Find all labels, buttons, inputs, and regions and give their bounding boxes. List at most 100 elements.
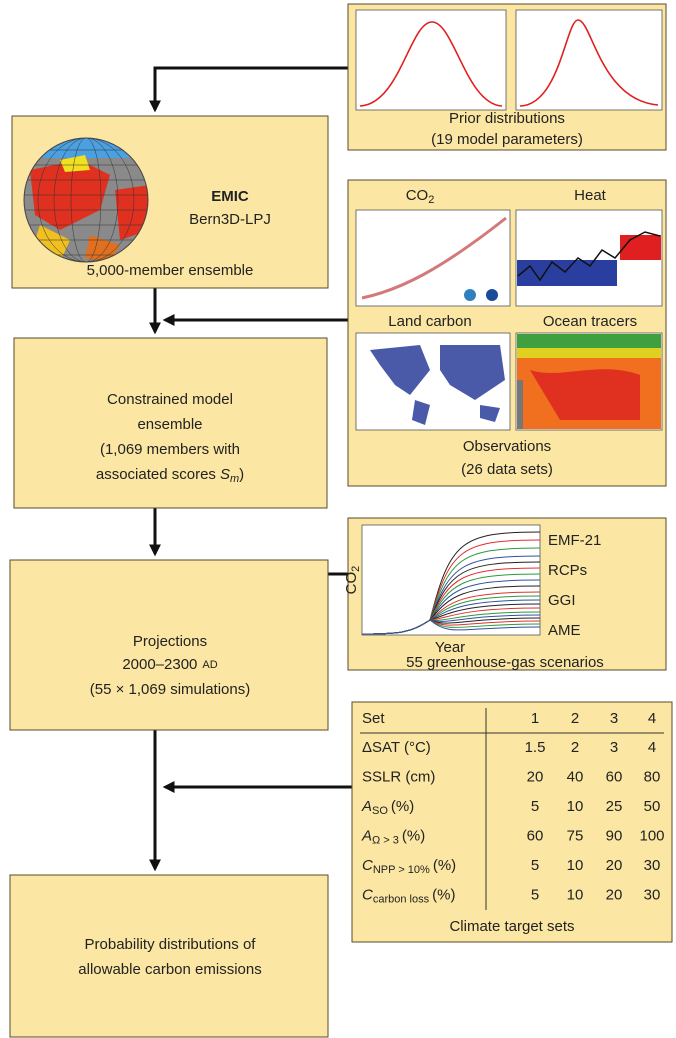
cell: 2 <box>571 739 579 756</box>
cell: 30 <box>644 886 661 903</box>
unit: (%) <box>433 857 456 874</box>
label: C <box>362 886 373 903</box>
legend-label: AME <box>548 622 581 639</box>
cell: 20 <box>606 886 623 903</box>
row-label: ΔSAT (°C) <box>362 739 431 756</box>
panel-label: Land carbon <box>388 313 471 330</box>
header-cell: 1 <box>531 710 539 727</box>
caption: 55 greenhouse-gas scenarios <box>406 654 604 671</box>
cell: 30 <box>644 857 661 874</box>
emic-box: EMIC Bern3D-LPJ 5,000-member ensemble <box>12 116 328 288</box>
cell: 4 <box>648 739 656 756</box>
y-label: CO2 <box>343 566 362 595</box>
targets-box: Climate target sets Set 1 2 3 4 ΔSAT (°C) 1.5 2… <box>352 702 672 942</box>
subscript: SO <box>372 805 388 817</box>
subscript: carbon loss <box>373 893 430 905</box>
title: Projections <box>133 633 207 650</box>
observations-box: CO2 Heat Land carbon Ocean tracers Obser… <box>348 180 666 486</box>
constrained-box: Constrained model ensemble (1,069 member… <box>14 338 327 508</box>
label: A <box>361 827 372 844</box>
plot <box>516 10 662 110</box>
cell: 20 <box>606 857 623 874</box>
label: associated scores <box>96 466 216 483</box>
row-label: SSLR (cm) <box>362 768 435 785</box>
projections-box: Projections 2000–2300 AD (55 × 1,069 simu… <box>10 560 328 730</box>
years: 2000–2300 <box>122 656 197 673</box>
cell: 40 <box>567 768 584 785</box>
cell: 10 <box>567 857 584 874</box>
era: AD <box>202 659 217 671</box>
label: ΔSAT (°C) <box>362 739 431 756</box>
ensemble: 5,000-member ensemble <box>87 262 254 279</box>
plot <box>356 10 506 110</box>
label: C <box>362 857 373 874</box>
cell: 5 <box>531 798 539 815</box>
title: Prior distributions <box>449 110 565 127</box>
logo <box>464 289 476 301</box>
fill <box>517 380 523 429</box>
scenarios-box: CO2 Year 55 greenhouse-gas scenarios EMF… <box>343 518 666 671</box>
cell: 100 <box>639 827 664 844</box>
subscript: NPP > 10% <box>373 864 430 876</box>
label: A <box>361 798 372 815</box>
arrow <box>155 68 348 110</box>
unit: (%) <box>391 798 414 815</box>
cell: 50 <box>644 798 661 815</box>
subscript: 2 <box>350 566 362 572</box>
runs: (55 × 1,069 simulations) <box>90 681 251 698</box>
label: CO <box>343 572 360 595</box>
box <box>10 875 328 1037</box>
cell: 75 <box>567 827 584 844</box>
text-line: Probability distributions of <box>85 936 257 953</box>
subtitle: (26 data sets) <box>461 461 553 478</box>
paren: ) <box>239 466 244 483</box>
cell: 10 <box>567 798 584 815</box>
cell: 80 <box>644 768 661 785</box>
subscript: m <box>230 473 239 485</box>
subscript: Ω > 3 <box>372 834 399 846</box>
unit: (%) <box>432 886 455 903</box>
cell: 90 <box>606 827 623 844</box>
prior-box: Prior distributions (19 model parameters… <box>348 4 666 150</box>
panel-label: Heat <box>574 187 607 204</box>
text-line: (1,069 members with <box>100 441 240 458</box>
fill <box>620 235 661 260</box>
diagram: Prior distributions (19 model parameters… <box>0 0 676 1038</box>
model-type: EMIC <box>211 188 249 205</box>
title: Observations <box>463 438 551 455</box>
fill <box>517 334 661 348</box>
cell: 1.5 <box>525 739 546 756</box>
outcome-box: Probability distributions of allowable c… <box>10 875 328 1037</box>
label: CO <box>406 187 429 204</box>
cell: 5 <box>531 886 539 903</box>
unit: (%) <box>402 827 425 844</box>
header-cell: 3 <box>610 710 618 727</box>
cell: 5 <box>531 857 539 874</box>
header-cell: 2 <box>571 710 579 727</box>
cell: 25 <box>606 798 623 815</box>
legend-label: GGI <box>548 592 576 609</box>
subscript: 2 <box>428 194 434 206</box>
period: 2000–2300 AD <box>122 656 217 673</box>
caption: Climate target sets <box>449 918 574 935</box>
text-line: allowable carbon emissions <box>78 961 261 978</box>
label: SSLR (cm) <box>362 768 435 785</box>
text-line: ensemble <box>137 416 202 433</box>
logo <box>486 289 498 301</box>
cell: 10 <box>567 886 584 903</box>
fill <box>517 348 661 358</box>
text-line: Constrained model <box>107 391 233 408</box>
legend-label: EMF-21 <box>548 532 601 549</box>
cell: 3 <box>610 739 618 756</box>
header-cell: 4 <box>648 710 656 727</box>
model-name: Bern3D-LPJ <box>189 211 271 228</box>
cell: 20 <box>527 768 544 785</box>
subtitle: (19 model parameters) <box>431 131 583 148</box>
symbol: S <box>220 466 230 483</box>
header-cell: Set <box>362 710 385 727</box>
panel-label: Ocean tracers <box>543 313 637 330</box>
cell: 60 <box>527 827 544 844</box>
plot <box>356 210 510 306</box>
legend-label: RCPs <box>548 562 587 579</box>
